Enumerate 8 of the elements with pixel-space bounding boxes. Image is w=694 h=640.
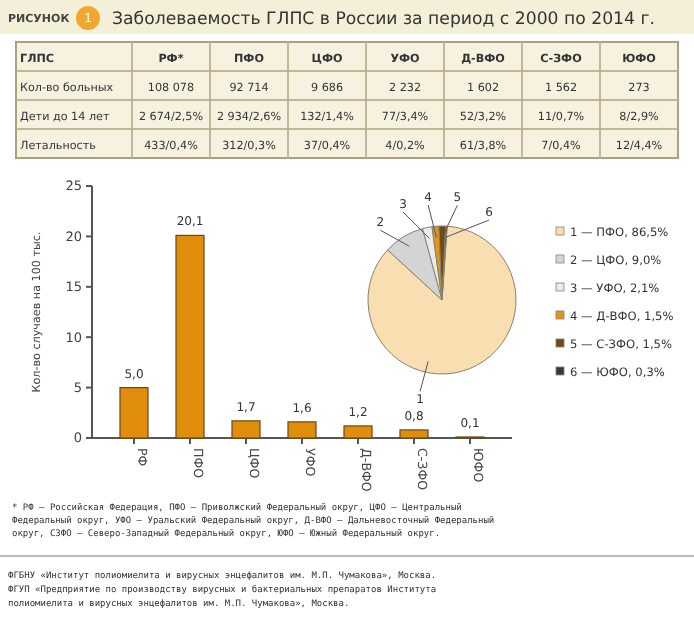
bar	[343, 425, 373, 439]
bar	[287, 421, 317, 439]
text: Заболеваемость ГЛПС в России за период с 2000 по 2014 г.	[112, 10, 655, 30]
bar	[399, 429, 429, 439]
pie-slice	[367, 225, 517, 375]
bar	[175, 234, 205, 439]
bar	[231, 420, 261, 439]
bar	[119, 387, 149, 439]
